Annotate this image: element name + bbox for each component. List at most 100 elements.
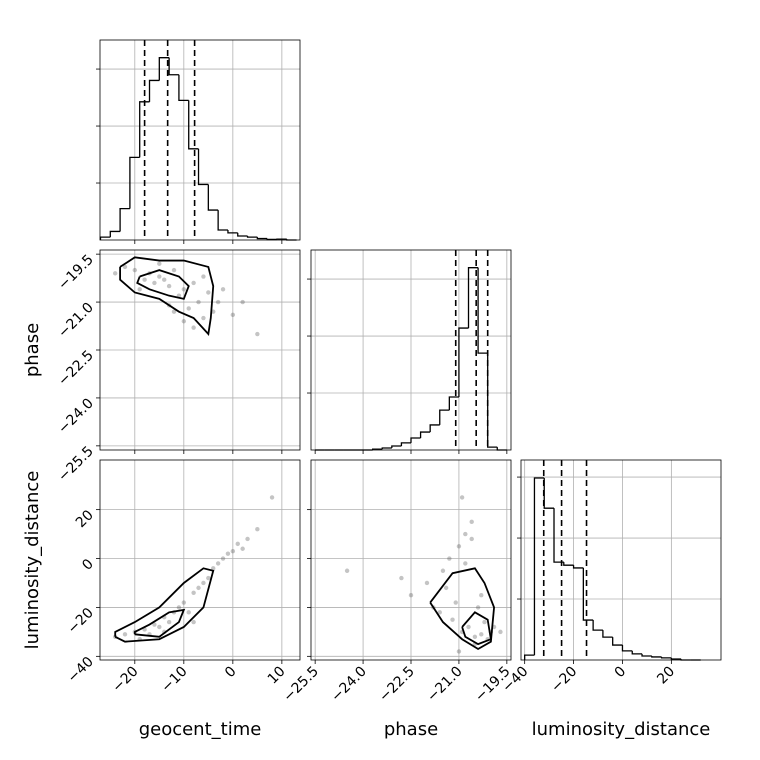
- point: [122, 264, 128, 270]
- hist-step: [651, 656, 662, 658]
- hist-step: [496, 447, 507, 451]
- point: [137, 287, 142, 292]
- hist-step: [582, 567, 594, 621]
- hist-step: [543, 477, 555, 509]
- hist-step: [237, 232, 248, 237]
- hist-step: [602, 630, 613, 638]
- x-tick-label: 0: [222, 664, 240, 682]
- hist-step: [621, 645, 633, 652]
- point: [230, 312, 236, 318]
- x-axis-label: phase: [384, 719, 438, 740]
- hist-step: [400, 442, 411, 447]
- y-tick-label: −19.5: [55, 252, 97, 294]
- point: [463, 531, 468, 537]
- y-tick-label: −25.5: [55, 443, 97, 485]
- y-tick-label: 20: [73, 507, 97, 531]
- point: [443, 585, 449, 591]
- point: [498, 629, 503, 635]
- point: [157, 261, 162, 266]
- hist-step: [477, 267, 488, 354]
- y-tick-label: −20: [65, 605, 97, 637]
- point: [235, 541, 240, 547]
- hist-step: [670, 657, 682, 660]
- hist-step: [553, 508, 564, 563]
- hist-step: [592, 620, 603, 631]
- point: [181, 287, 187, 292]
- point: [181, 319, 187, 324]
- hist-step: [119, 208, 130, 232]
- point: [472, 634, 478, 639]
- point: [196, 585, 201, 591]
- axes-frame: [310, 459, 512, 661]
- point: [424, 580, 430, 586]
- point: [230, 548, 236, 554]
- point: [440, 568, 446, 573]
- point: [201, 315, 206, 321]
- point: [191, 619, 196, 625]
- point: [220, 287, 226, 292]
- hist-step: [217, 210, 228, 231]
- axes-frame: [520, 459, 722, 661]
- point: [171, 267, 177, 273]
- hist-step: [168, 57, 179, 76]
- point: [206, 290, 211, 295]
- point: [475, 605, 481, 610]
- point: [459, 495, 465, 500]
- hist-step: [246, 236, 258, 238]
- x-tick-label: 10: [265, 664, 289, 688]
- hist-step: [448, 396, 459, 411]
- point: [186, 306, 191, 311]
- x-axis-label: geocent_time: [139, 719, 262, 740]
- hist-step: [391, 445, 402, 449]
- y-tick-label: −22.5: [55, 348, 97, 390]
- hist-step: [524, 654, 535, 660]
- x-tick-label: 0: [612, 664, 630, 682]
- point: [408, 593, 414, 598]
- point: [196, 299, 201, 305]
- hist-step: [227, 230, 238, 234]
- point: [157, 274, 162, 279]
- x-tick-label: −22.5: [376, 664, 418, 706]
- hist-step: [410, 437, 421, 443]
- point: [479, 593, 484, 598]
- point: [456, 544, 462, 549]
- hist-step: [631, 650, 643, 655]
- point: [206, 575, 211, 581]
- point: [162, 277, 167, 282]
- point: [269, 495, 275, 500]
- hist-step: [419, 431, 431, 439]
- x-tick-label: −10: [158, 664, 190, 696]
- axes-frame: [99, 39, 301, 241]
- hist-step: [178, 74, 189, 102]
- contour: [114, 567, 215, 643]
- point: [191, 325, 196, 330]
- y-axis-label: phase: [22, 323, 43, 377]
- point: [469, 519, 474, 525]
- hist-step: [109, 230, 121, 238]
- y-tick-label: −24.0: [55, 395, 97, 437]
- point: [142, 277, 147, 282]
- point: [211, 566, 216, 571]
- point: [220, 556, 226, 561]
- point: [240, 546, 245, 551]
- point: [215, 299, 221, 305]
- x-tick-label: −21.0: [424, 664, 466, 706]
- point: [112, 271, 118, 276]
- hist-step: [197, 148, 209, 186]
- hist-step: [641, 653, 652, 657]
- hist-step: [487, 353, 498, 448]
- point: [171, 309, 177, 314]
- x-axis-label: luminosity_distance: [532, 719, 711, 740]
- point: [152, 622, 157, 627]
- hist-step: [129, 156, 140, 209]
- point: [181, 600, 187, 605]
- axes-frame: [99, 249, 301, 451]
- point: [152, 280, 157, 286]
- point: [437, 610, 442, 615]
- point: [453, 600, 458, 605]
- panel: −20 −10 0 10 −40 −20 0 20 geocent_time luminosity…: [22, 459, 301, 740]
- point: [466, 624, 471, 630]
- hist-step: [467, 267, 479, 329]
